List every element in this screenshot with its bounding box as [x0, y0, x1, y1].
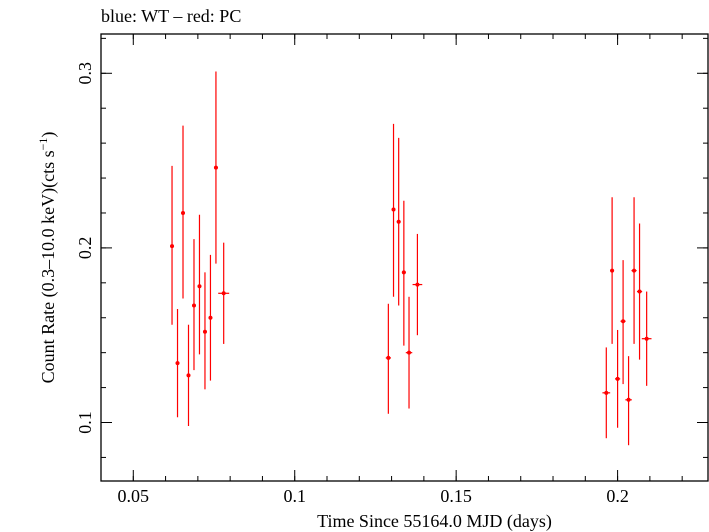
- point-marker: [386, 355, 391, 360]
- point-marker: [186, 373, 191, 378]
- data-point: [385, 303, 391, 414]
- chart-title: blue: WT – red: PC: [101, 6, 241, 26]
- x-tick-label: 0.15: [440, 486, 472, 506]
- y-tick-label: 0.2: [75, 237, 95, 260]
- data-point: [401, 200, 406, 346]
- x-tick-label: 0.1: [283, 486, 306, 506]
- point-marker: [632, 268, 637, 273]
- point-marker: [637, 289, 642, 294]
- point-marker: [197, 284, 202, 289]
- data-point: [186, 324, 191, 426]
- y-axis-label: Count Rate (0.3–10.0 keV)(cts s−1): [36, 132, 59, 384]
- x-tick-label: 0.2: [606, 486, 629, 506]
- point-marker: [221, 291, 226, 296]
- point-marker: [391, 207, 396, 212]
- data-point: [208, 254, 213, 381]
- point-marker: [181, 210, 186, 215]
- data-point: [631, 197, 637, 344]
- point-marker: [170, 244, 175, 249]
- point-marker: [407, 350, 412, 355]
- point-marker: [604, 390, 609, 395]
- point-marker: [615, 376, 620, 381]
- point-marker: [626, 397, 631, 402]
- data-point: [181, 125, 186, 299]
- data-point: [396, 137, 401, 306]
- data-point: [202, 272, 207, 390]
- data-point: [391, 123, 396, 297]
- data-points: [170, 71, 652, 446]
- y-axis-label-close: ): [38, 132, 59, 138]
- point-marker: [396, 219, 401, 224]
- data-point: [412, 233, 423, 336]
- data-point: [602, 347, 611, 439]
- point-marker: [621, 319, 626, 324]
- point-marker: [401, 270, 406, 275]
- data-point: [170, 165, 175, 325]
- data-point: [197, 214, 202, 355]
- data-point: [620, 260, 626, 385]
- data-point: [636, 223, 643, 360]
- y-tick-label: 0.1: [75, 411, 95, 434]
- data-point: [405, 296, 413, 409]
- data-point: [625, 356, 632, 446]
- tick-labels: 0.05 0.1 0.15 0.2 0.1 0.2 0.3: [75, 62, 629, 506]
- x-axis-label: Time Since 55164.0 MJD (days): [317, 511, 552, 532]
- data-point: [610, 197, 615, 344]
- point-marker: [191, 303, 196, 308]
- data-point: [641, 291, 652, 386]
- data-point: [615, 329, 621, 428]
- x-tick-label: 0.05: [118, 486, 150, 506]
- point-marker: [415, 282, 420, 287]
- point-marker: [202, 329, 207, 334]
- y-axis-label-superscript: −1: [36, 138, 50, 151]
- data-point: [218, 242, 230, 344]
- point-marker: [610, 268, 615, 273]
- data-point: [175, 309, 180, 418]
- data-point: [213, 71, 218, 264]
- point-marker: [213, 165, 218, 170]
- data-point: [191, 239, 196, 371]
- point-marker: [208, 315, 213, 320]
- point-marker: [175, 361, 180, 366]
- y-axis-label-main: Count Rate (0.3–10.0 keV)(cts s: [38, 150, 59, 383]
- y-tick-label: 0.3: [75, 62, 95, 85]
- point-marker: [644, 336, 649, 341]
- plot-frame: [100, 33, 709, 482]
- axis-ticks: [100, 34, 708, 481]
